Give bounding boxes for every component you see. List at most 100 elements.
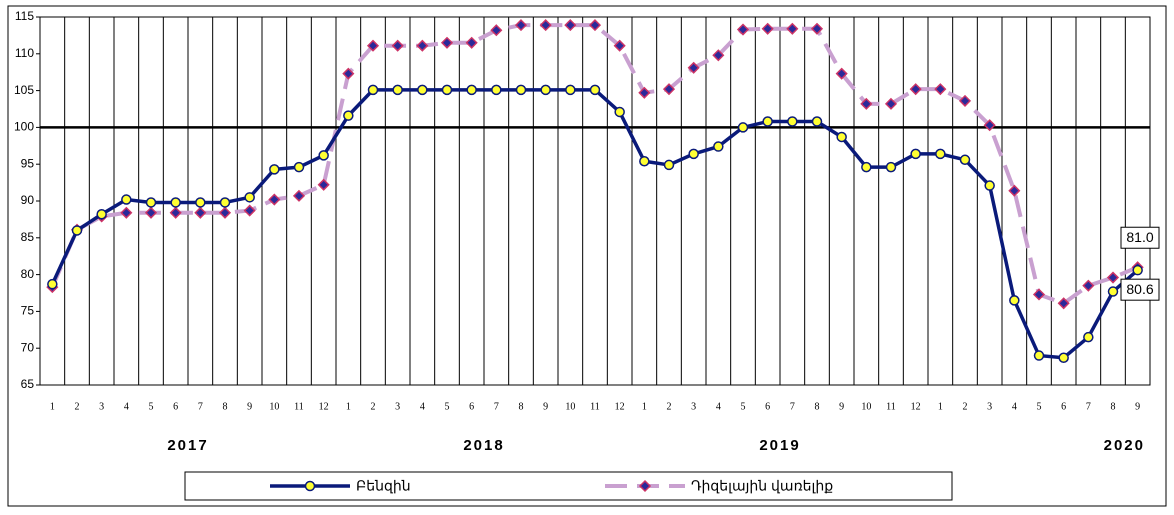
x-tick-label: 12 [911, 401, 921, 412]
legend-marker [638, 479, 652, 493]
x-tick-label: 8 [223, 401, 228, 412]
data-point [367, 84, 379, 96]
data-point [170, 197, 181, 208]
value-label-box [1120, 278, 1160, 301]
data-point [614, 106, 625, 118]
x-tick-label: 4 [420, 401, 425, 412]
data-point [293, 161, 305, 173]
y-tick-label: 85 [21, 230, 35, 244]
data-point [909, 83, 922, 96]
x-tick-label: 1 [642, 401, 647, 412]
y-tick-label: 65 [21, 377, 35, 391]
legend-label: Դիզելային վառելիք [691, 478, 833, 494]
data-point [343, 110, 354, 121]
data-point [935, 148, 946, 160]
y-tick-label: 100 [14, 120, 34, 134]
data-point [687, 61, 700, 74]
data-point [243, 204, 256, 217]
data-point [589, 84, 601, 96]
x-tick-label: 6 [173, 401, 178, 412]
data-point [268, 193, 281, 206]
data-point [835, 67, 848, 80]
data-point [762, 116, 773, 127]
y-tick-label: 110 [15, 46, 34, 60]
data-point [737, 122, 749, 133]
data-point [317, 178, 330, 191]
x-tick-label: 6 [765, 401, 770, 412]
data-point [440, 36, 454, 49]
data-point [145, 197, 157, 208]
data-point [984, 180, 995, 191]
data-point [688, 148, 699, 160]
data-point [787, 116, 798, 127]
x-tick-label: 12 [615, 401, 625, 412]
data-point [195, 197, 206, 208]
x-tick-label: 9 [839, 401, 844, 412]
data-point [638, 86, 651, 99]
data-point [218, 206, 232, 219]
data-point [959, 154, 971, 166]
x-tick-label: 4 [716, 401, 721, 412]
year-label: 2018 [463, 437, 504, 454]
legend-marker [304, 480, 316, 492]
data-point [391, 39, 404, 52]
x-tick-label: 2 [371, 401, 376, 412]
data-point [761, 22, 774, 35]
x-tick-label: 2 [75, 401, 80, 412]
data-point [639, 156, 650, 167]
x-tick-label: 11 [886, 401, 896, 412]
data-point [490, 24, 503, 37]
y-tick-label: 80 [21, 267, 35, 281]
data-point [96, 208, 107, 220]
x-tick-label: 9 [247, 401, 252, 412]
y-tick-label: 75 [21, 304, 35, 318]
data-point [934, 83, 947, 96]
data-point [515, 84, 527, 96]
data-point [514, 19, 528, 32]
data-point [564, 19, 577, 32]
y-tick-label: 95 [21, 156, 35, 170]
data-point [441, 84, 453, 96]
x-tick-label: 5 [1037, 401, 1042, 412]
x-tick-label: 10 [565, 401, 575, 412]
x-tick-label: 2 [963, 401, 968, 412]
data-point [1082, 279, 1095, 292]
data-point [1032, 288, 1046, 301]
data-point [244, 192, 255, 203]
data-point [736, 23, 750, 36]
data-point [1008, 184, 1021, 197]
data-point [712, 49, 725, 62]
x-tick-label: 3 [395, 401, 400, 412]
year-label: 2017 [167, 437, 208, 454]
data-point [662, 83, 676, 96]
legend-label: Բենզին [356, 478, 411, 494]
x-tick-label: 7 [1086, 401, 1091, 412]
x-tick-label: 11 [294, 401, 304, 412]
data-point [539, 19, 552, 32]
data-point [811, 116, 823, 127]
y-tick-label: 115 [15, 9, 34, 23]
x-tick-label: 4 [124, 401, 129, 412]
series-line [50, 23, 1139, 306]
data-point [861, 161, 872, 173]
x-tick-label: 10 [269, 401, 279, 412]
x-tick-label: 8 [519, 401, 524, 412]
x-tick-label: 5 [741, 401, 746, 412]
data-point [713, 141, 724, 152]
x-tick-label: 2 [667, 401, 672, 412]
data-point [910, 148, 921, 160]
x-tick-label: 7 [198, 401, 203, 412]
value-label: 80.6 [1126, 281, 1153, 297]
y-tick-label: 90 [21, 193, 35, 207]
year-label: 2020 [1104, 437, 1145, 454]
data-point [565, 84, 576, 96]
data-point [194, 206, 207, 219]
x-tick-label: 3 [99, 401, 104, 412]
data-point [465, 36, 478, 49]
data-point [885, 161, 897, 173]
x-tick-label: 4 [1012, 401, 1017, 412]
data-point [663, 159, 675, 171]
data-point [836, 131, 847, 143]
x-tick-label: 1 [938, 401, 943, 412]
